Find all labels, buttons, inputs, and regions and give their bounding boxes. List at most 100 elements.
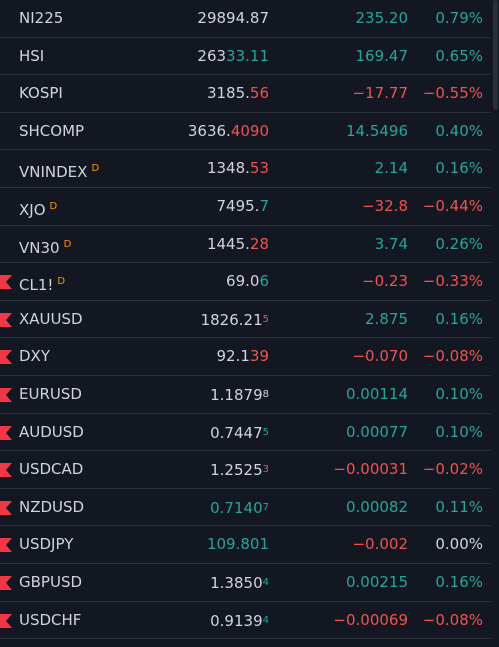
last-price-main: 3636. — [187, 121, 231, 140]
last-price: 0.91394 — [210, 602, 269, 640]
last-price: 92.139 — [217, 338, 270, 375]
change-percent: −0.08% — [422, 610, 483, 629]
symbol-name[interactable]: HSI — [19, 38, 44, 75]
last-price-changed-digits: 6 — [259, 272, 269, 291]
symbol-text: XJO — [19, 200, 46, 219]
last-price-main: 69.0 — [226, 272, 260, 291]
symbol-name[interactable]: USDCAD — [19, 451, 83, 488]
last-price: 1348.53 — [207, 150, 269, 187]
last-price-main: 3185. — [206, 84, 250, 103]
change-value: 0.00215 — [345, 572, 408, 591]
symbol-text: EURUSD — [19, 384, 82, 403]
symbol-text: USDCHF — [19, 610, 82, 629]
change-value: 0.00077 — [345, 422, 408, 441]
change-percent: −0.02% — [422, 460, 483, 479]
symbol-name[interactable]: CL1! D — [19, 263, 65, 304]
watchlist-row[interactable]: XJO D 7495.7 −32.8 −0.44% — [0, 188, 491, 226]
change-value: −0.00069 — [333, 610, 408, 629]
last-price: 29894.87 — [197, 0, 269, 37]
symbol-text: DXY — [19, 347, 50, 366]
watchlist-row[interactable]: VNINDEX D 1348.53 2.14 0.16% — [0, 150, 491, 188]
change-percent: −0.08% — [422, 347, 483, 366]
scrollbar[interactable] — [491, 0, 499, 647]
last-price: 1445.28 — [207, 226, 269, 263]
flag-icon[interactable] — [0, 538, 12, 553]
flag-icon[interactable] — [0, 575, 12, 590]
last-price-fraction-digit: 8 — [262, 388, 269, 400]
change-value: −17.77 — [352, 84, 408, 103]
last-price-changed-digits: 39 — [249, 347, 269, 366]
flag-icon[interactable] — [0, 275, 12, 290]
change-percent: −0.33% — [422, 272, 483, 291]
last-price-main: 7495. — [216, 196, 260, 215]
symbol-name[interactable]: AUDUSD — [19, 414, 84, 451]
symbol-name[interactable]: USDCHF — [19, 602, 81, 639]
change-percent: 0.11% — [435, 497, 483, 516]
flag-icon[interactable] — [0, 387, 12, 402]
watchlist-row[interactable]: AUDUSD 0.74475 0.00077 0.10% — [0, 414, 491, 452]
last-price-fraction-digit: 5 — [262, 426, 269, 438]
symbol-name[interactable]: EURUSD — [19, 376, 82, 413]
last-price: 1826.215 — [201, 301, 269, 339]
change-value: −0.070 — [352, 347, 408, 366]
flag-icon[interactable] — [0, 463, 12, 478]
watchlist-row[interactable]: EURUSD 1.18798 0.00114 0.10% — [0, 376, 491, 414]
last-price-main: 0.7140 — [210, 498, 263, 517]
last-price-main: 109.801 — [206, 535, 269, 554]
watchlist-row[interactable]: KOSPI 3185.56 −17.77 −0.55% — [0, 75, 491, 113]
symbol-name[interactable]: VN30 D — [19, 226, 71, 267]
watchlist-row[interactable]: XAUUSD 1826.215 2.875 0.16% — [0, 301, 491, 339]
change-value: 14.5496 — [345, 121, 408, 140]
symbol-name[interactable]: NZDUSD — [19, 489, 84, 526]
symbol-name[interactable]: XAUUSD — [19, 301, 83, 338]
last-price-main: 1.1879 — [210, 385, 263, 404]
last-price: 7495.7 — [217, 188, 270, 225]
symbol-name[interactable]: GBPUSD — [19, 564, 82, 601]
last-price: 0.71407 — [210, 489, 269, 527]
symbol-name[interactable]: VNINDEX D — [19, 150, 99, 191]
change-percent: 0.10% — [435, 384, 483, 403]
watchlist-row[interactable]: DXY 92.139 −0.070 −0.08% — [0, 338, 491, 376]
scrollbar-thumb[interactable] — [493, 0, 498, 110]
watchlist-row[interactable]: GBPUSD 1.38504 0.00215 0.16% — [0, 564, 491, 602]
last-price-fraction-digit: 7 — [262, 501, 269, 513]
last-price: 109.801 — [207, 526, 269, 563]
change-value: 235.20 — [355, 9, 409, 27]
change-percent: 0.79% — [435, 9, 483, 27]
watchlist-row[interactable]: USDCHF 0.91394 −0.00069 −0.08% — [0, 602, 491, 640]
last-price-fraction-digit: 4 — [262, 576, 269, 588]
flag-icon[interactable] — [0, 350, 12, 365]
last-price-changed-digits: 53 — [249, 159, 269, 178]
symbol-name[interactable]: KOSPI — [19, 75, 63, 112]
last-price: 69.06 — [226, 263, 269, 300]
flag-icon[interactable] — [0, 613, 12, 628]
symbol-text: SHCOMP — [19, 121, 85, 140]
change-percent: 0.65% — [435, 46, 483, 65]
last-price: 1.18798 — [210, 376, 269, 414]
change-percent: −0.55% — [422, 84, 483, 103]
last-price-fraction-digit: 5 — [262, 313, 269, 325]
watchlist-row[interactable]: CL1! D 69.06 −0.23 −0.33% — [0, 263, 491, 301]
watchlist-row[interactable]: USDCAD 1.25253 −0.00031 −0.02% — [0, 451, 491, 489]
last-price-main: 1445. — [206, 234, 250, 253]
flag-icon[interactable] — [0, 500, 12, 515]
symbol-name[interactable]: XJO D — [19, 188, 57, 229]
change-value: −32.8 — [362, 196, 408, 215]
watchlist-row[interactable]: HSI 26333.11 169.47 0.65% — [0, 38, 491, 76]
change-value: 3.74 — [374, 234, 408, 253]
watchlist-row[interactable]: VN30 D 1445.28 3.74 0.26% — [0, 226, 491, 264]
symbol-text: USDJPY — [19, 535, 74, 554]
symbol-name[interactable]: DXY — [19, 338, 50, 375]
flag-icon[interactable] — [0, 312, 12, 327]
symbol-name[interactable]: SHCOMP — [19, 113, 84, 150]
watchlist-row[interactable]: NZDUSD 0.71407 0.00082 0.11% — [0, 489, 491, 527]
symbol-name[interactable]: NI225 — [19, 0, 63, 37]
watchlist-row[interactable]: USDJPY 109.801 −0.002 0.00% — [0, 526, 491, 564]
watchlist-row[interactable]: SHCOMP 3636.4090 14.5496 0.40% — [0, 113, 491, 151]
change-percent: −0.44% — [422, 196, 483, 215]
flag-icon[interactable] — [0, 425, 12, 440]
watchlist-row[interactable]: NI225 29894.87 235.20 0.79% — [0, 0, 491, 38]
change-percent: 0.16% — [435, 159, 483, 178]
symbol-name[interactable]: USDJPY — [19, 526, 73, 563]
delayed-badge: D — [91, 163, 100, 175]
